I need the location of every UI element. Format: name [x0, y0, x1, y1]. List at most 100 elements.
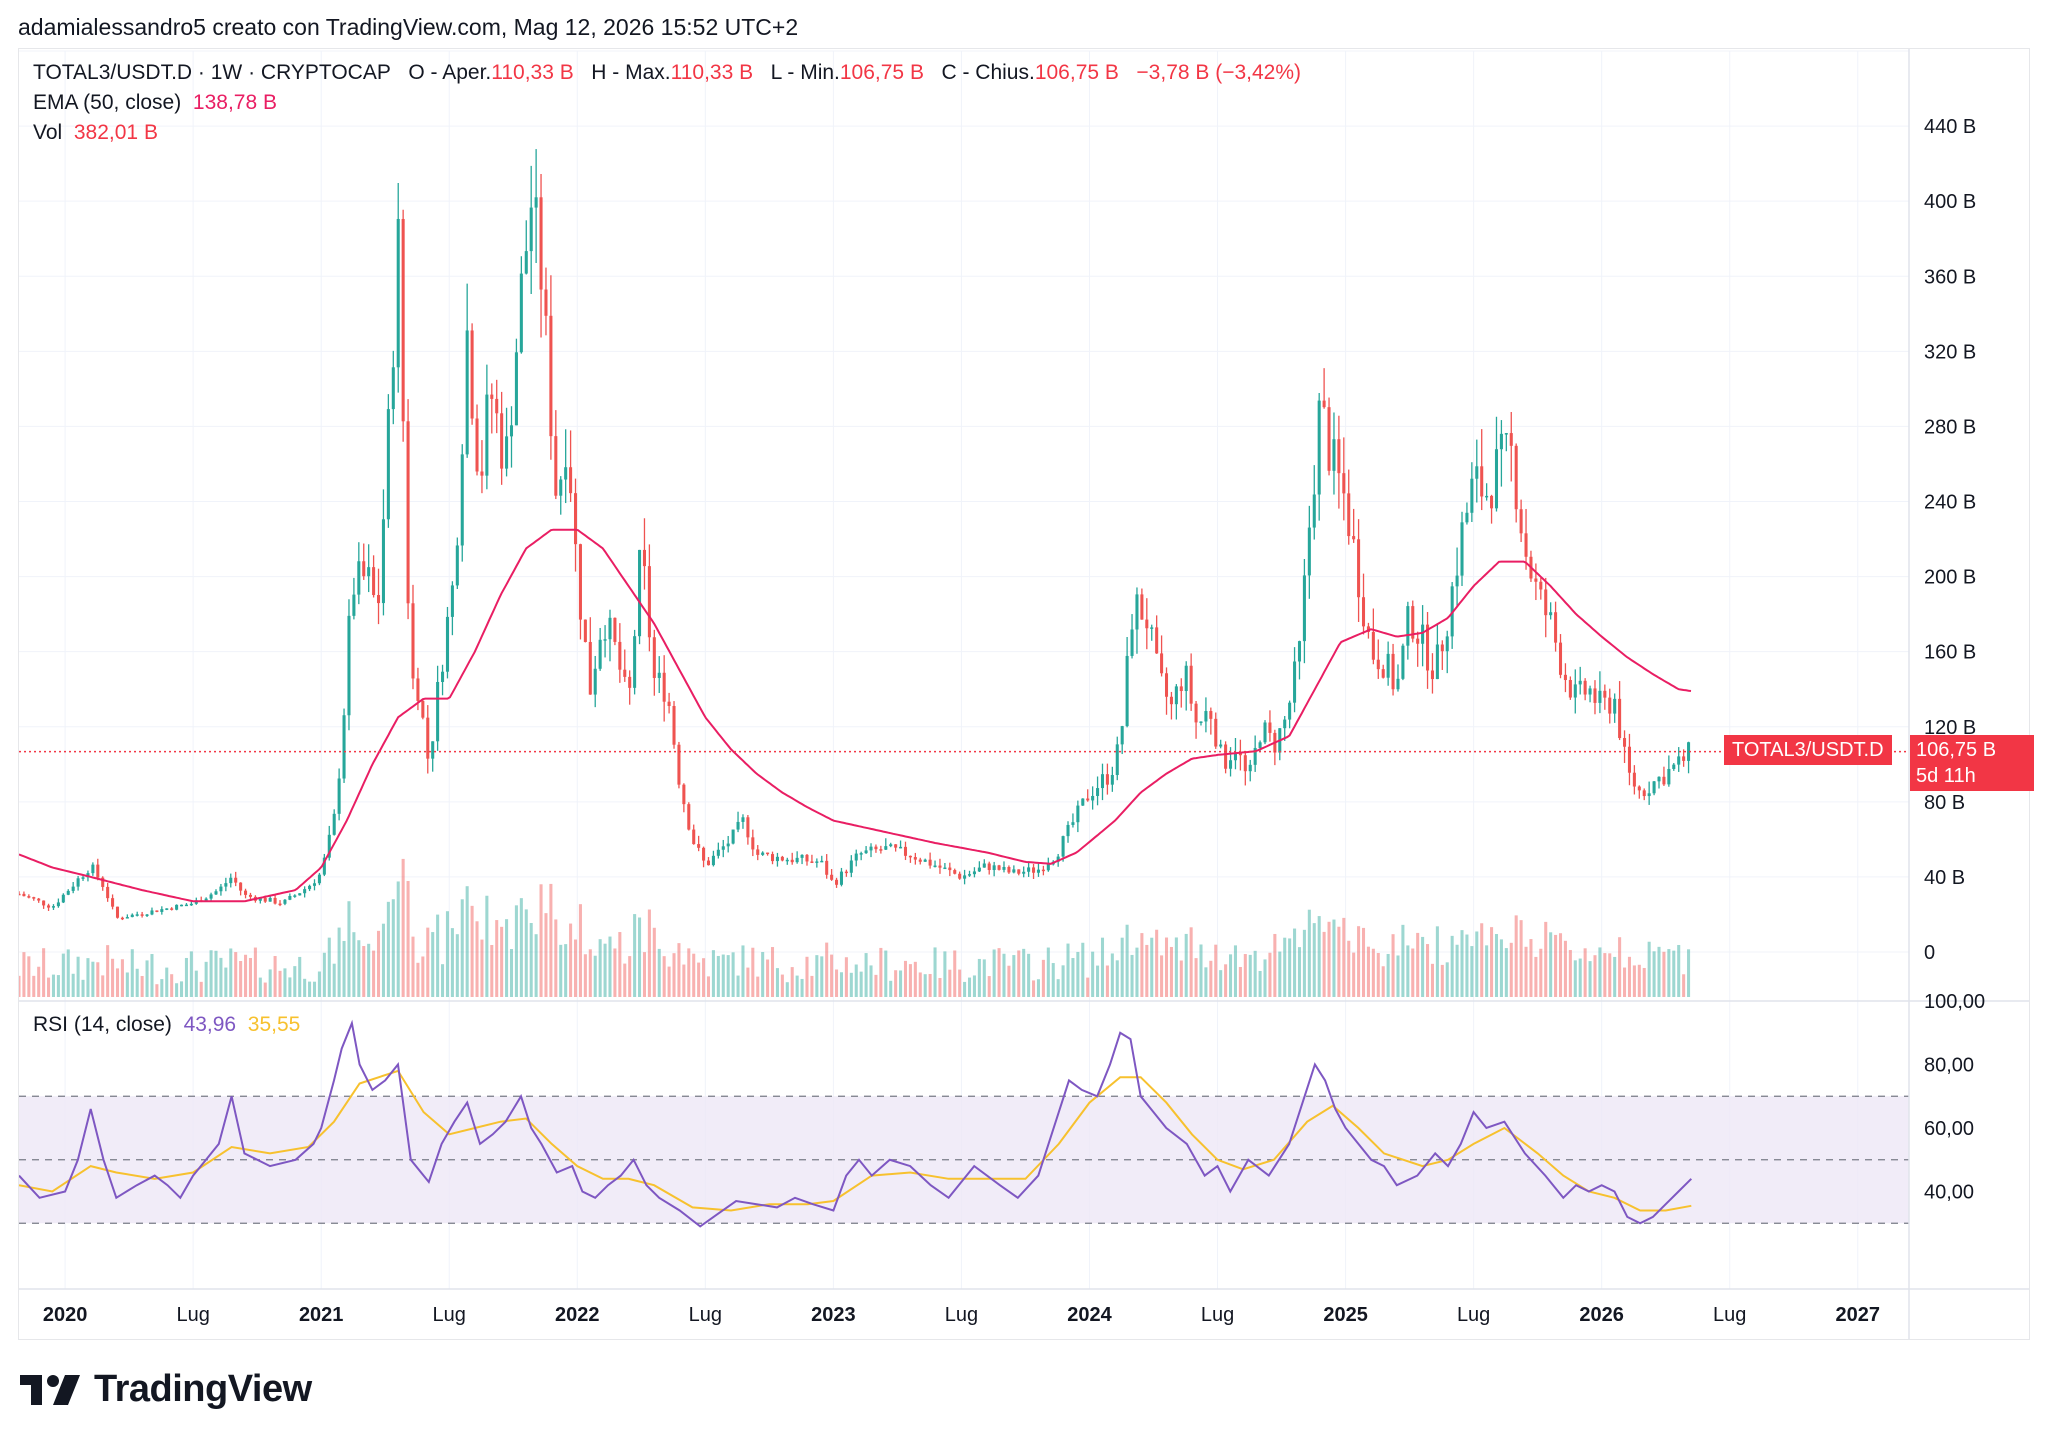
volume-bar: [1342, 917, 1346, 997]
volume-bar: [1209, 960, 1213, 997]
volume-bar: [1573, 960, 1577, 997]
candle-body: [120, 917, 124, 920]
volume-bar: [1435, 926, 1439, 997]
volume-bar: [194, 970, 198, 997]
volume-bar: [460, 899, 464, 997]
candle-body: [652, 637, 656, 678]
volume-bar: [47, 977, 51, 997]
candle-body: [426, 717, 430, 759]
candle-body: [342, 715, 346, 779]
candle-body: [445, 616, 449, 672]
rsi-tick-label: 100,00: [1924, 991, 1985, 1013]
time-tick-label: Lug: [689, 1304, 722, 1326]
candle-body: [775, 856, 779, 862]
volume-bar: [81, 979, 85, 997]
chart-canvas[interactable]: 0 40 B 80 B 120 B 160 B 200 B 240 B 280 B 320 B 3…: [19, 49, 2029, 1339]
candle-body: [1164, 673, 1169, 697]
candle-body: [332, 813, 336, 835]
volume-bar: [972, 975, 976, 997]
candle-body: [376, 595, 381, 604]
candle-body: [830, 874, 834, 880]
rsi-label: RSI (14, close): [33, 1013, 172, 1036]
volume-bar: [1618, 937, 1622, 997]
rsi-legend[interactable]: RSI (14, close) 43,96 35,55: [33, 1013, 300, 1037]
volume-bar: [426, 927, 430, 997]
symbol-label[interactable]: TOTAL3/USDT.D · 1W · CRYPTOCAP: [33, 61, 391, 84]
volume-bar: [1667, 949, 1671, 997]
price-tick-label: 40 B: [1924, 867, 1965, 889]
volume-bar: [1007, 965, 1011, 997]
candle-body: [682, 784, 686, 805]
candle-body: [145, 914, 149, 916]
volume-bar: [1293, 928, 1297, 997]
volume-bar: [1539, 948, 1543, 997]
candle-body: [1071, 822, 1075, 825]
volume-bar: [411, 936, 415, 997]
symbol-price-tag[interactable]: TOTAL3/USDT.D: [1724, 735, 1892, 765]
candle-body: [436, 681, 440, 742]
volume-bar: [347, 901, 351, 997]
candle-body: [317, 874, 321, 884]
ohlc-legend: TOTAL3/USDT.D · 1W · CRYPTOCAP O - Aper.…: [33, 61, 1301, 85]
volume-bar: [1568, 949, 1572, 997]
volume-bar: [386, 901, 390, 997]
candle-body: [1677, 756, 1681, 765]
volume-bar: [524, 909, 528, 997]
candle-body: [923, 859, 927, 862]
volume-bar: [1637, 964, 1641, 997]
volume-bar: [1662, 951, 1666, 997]
candle-body: [1534, 578, 1538, 582]
candle-body: [1608, 697, 1612, 714]
ema-legend[interactable]: EMA (50, close) 138,78 B: [33, 91, 277, 115]
volume-bar: [613, 948, 617, 997]
volume-bar: [1012, 955, 1016, 997]
candle-body: [825, 860, 829, 875]
volume-bar: [1219, 970, 1223, 997]
candle-body: [559, 479, 563, 496]
volume-bar: [756, 976, 760, 997]
candle-body: [362, 561, 366, 577]
candle-body: [706, 860, 711, 866]
last-price-tag[interactable]: 106,75 B 5d 11h: [1910, 735, 2034, 791]
candle-body: [564, 467, 568, 480]
tradingview-logo[interactable]: TradingView: [20, 1368, 312, 1411]
candle-body: [849, 860, 853, 873]
chart-frame[interactable]: 0 40 B 80 B 120 B 160 B 200 B 240 B 280 B 320 B 3…: [18, 48, 2034, 1340]
candle-body: [677, 744, 681, 785]
volume-bar: [1150, 937, 1154, 997]
candle-body: [303, 889, 307, 894]
candle-body: [1160, 653, 1164, 674]
candle-body: [1391, 653, 1395, 690]
volume-bar: [1554, 934, 1558, 997]
volume-bar: [1204, 967, 1208, 997]
candle-body: [1421, 624, 1425, 644]
volume-legend[interactable]: Vol 382,01 B: [33, 121, 158, 145]
volume-bar: [135, 968, 139, 997]
volume-bar: [229, 948, 233, 997]
volume-bar: [189, 951, 193, 997]
volume-bar: [884, 950, 888, 997]
volume-bar: [657, 948, 661, 997]
open-label: O - Aper.: [408, 61, 492, 84]
candle-body: [598, 639, 602, 669]
candle-body: [1490, 495, 1494, 509]
candle-body: [391, 367, 395, 410]
candle-body: [534, 197, 538, 208]
candle-body: [519, 273, 523, 353]
candle-body: [1593, 688, 1597, 703]
candle-body: [588, 641, 592, 695]
candle-body: [967, 874, 972, 876]
volume-bar: [702, 958, 706, 997]
volume-bar: [825, 942, 829, 997]
volume-bar: [593, 955, 597, 997]
volume-bar: [583, 954, 587, 997]
volume-bar: [362, 946, 366, 997]
candle-body: [115, 906, 120, 918]
candle-body: [608, 617, 612, 640]
candle-body: [298, 893, 302, 896]
volume-value: 382,01 B: [73, 121, 158, 144]
volume-bar: [1233, 945, 1237, 997]
volume-bar: [839, 972, 843, 997]
volume-bar: [1627, 956, 1631, 997]
candle-body: [1209, 711, 1213, 719]
